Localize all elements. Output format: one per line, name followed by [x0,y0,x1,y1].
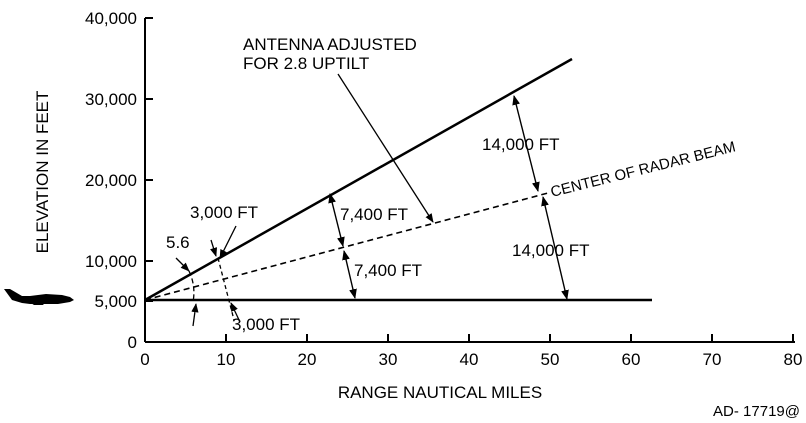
x-tick-label: 40 [460,350,479,369]
y-tick-label: 20,000 [85,171,137,190]
y-tick-label: 5,000 [94,292,137,311]
label-lower-3000: 3,000 FT [232,315,300,334]
tick-arrow-upper-3000 [210,239,218,257]
y-tick-label: 40,000 [85,9,137,28]
y-tick-label: 0 [128,333,137,352]
antenna-leader-arrow [337,73,434,223]
x-axis-ticks [225,334,794,342]
x-tick-label: 60 [622,350,641,369]
y-axis-title: ELEVATION IN FEET [33,91,52,254]
x-tick-label: 30 [379,350,398,369]
dimension-arrow-upper-14000 [512,95,540,192]
aircraft-silhouette-icon [4,289,74,305]
label-lower-14000: 14,000 FT [512,241,590,260]
label-beam-center: CENTER OF RADAR BEAM [549,138,737,200]
label-antenna-line2: FOR 2.8 UPTILT [243,54,369,73]
y-axis-ticks [145,17,153,343]
dimension-marker-3000-dashed [217,257,235,321]
x-tick-label: 70 [703,350,722,369]
dimension-arrow-lower-14000 [541,196,569,300]
dimension-arrow-lower-7400 [342,250,357,299]
leader-arrow-lower-3000 [230,302,241,323]
label-upper-7400: 7,400 FT [340,205,408,224]
dimension-arrow-upper-7400 [328,193,345,247]
reference-code: AD- 17719@ [713,403,800,420]
x-tick-label: 20 [298,350,317,369]
x-tick-label: 10 [217,350,236,369]
angle-arrow-top [175,257,190,272]
y-tick-label: 30,000 [85,90,137,109]
x-tick-label: 50 [541,350,560,369]
angle-arc [188,270,195,303]
label-upper-14000: 14,000 FT [482,135,560,154]
x-tick-label: 80 [784,350,803,369]
label-upper-3000: 3,000 FT [190,203,258,222]
label-lower-7400: 7,400 FT [354,261,422,280]
y-tick-label: 10,000 [85,252,137,271]
label-angle: 5.6 [166,233,190,252]
label-antenna-line1: ANTENNA ADJUSTED [243,35,417,54]
x-axis-title: RANGE NAUTICAL MILES [338,383,542,402]
angle-arrow-bottom [191,303,199,327]
beam-upper-edge [144,57,573,302]
x-tick-label: 0 [140,350,149,369]
leader-arrow-upper-3000 [219,225,237,259]
